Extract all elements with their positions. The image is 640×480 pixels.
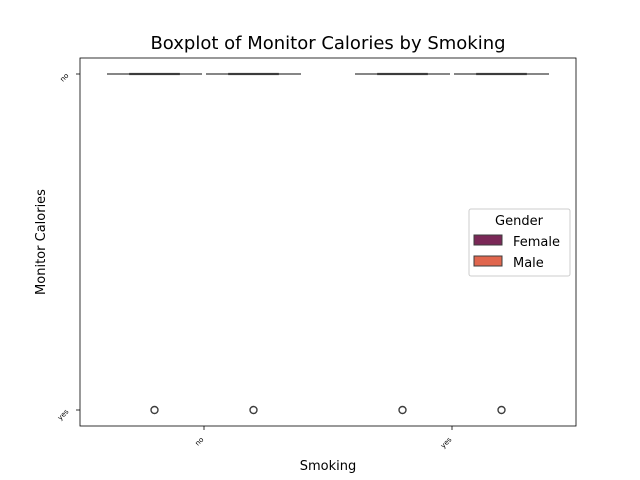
y-tick-label-yes: yes [56,408,70,422]
legend-title: Gender [495,214,544,229]
y-tick-label-no: no [59,72,71,84]
x-tick-label-yes: yes [439,436,453,450]
legend-label-female: Female [513,235,560,250]
plot-area [79,57,577,427]
outlier-female-no-0 [150,405,159,415]
axis-ticks: no yes no yes [56,72,453,450]
legend: Gender Female Male [468,208,571,277]
x-axis-label: Smoking [300,459,357,474]
chart-title: Boxplot of Monitor Calories by Smoking [150,33,505,54]
y-axis-label: Monitor Calories [34,189,49,295]
legend-swatch-female [473,234,503,246]
legend-swatch-male [473,255,503,267]
outlier-female-yes-0 [398,405,407,415]
legend-label-male: Male [513,256,544,271]
chart-marks [107,72,549,415]
outlier-male-yes-0 [497,405,506,415]
x-tick-label-no: no [194,436,206,448]
outlier-male-no-0 [249,405,258,415]
